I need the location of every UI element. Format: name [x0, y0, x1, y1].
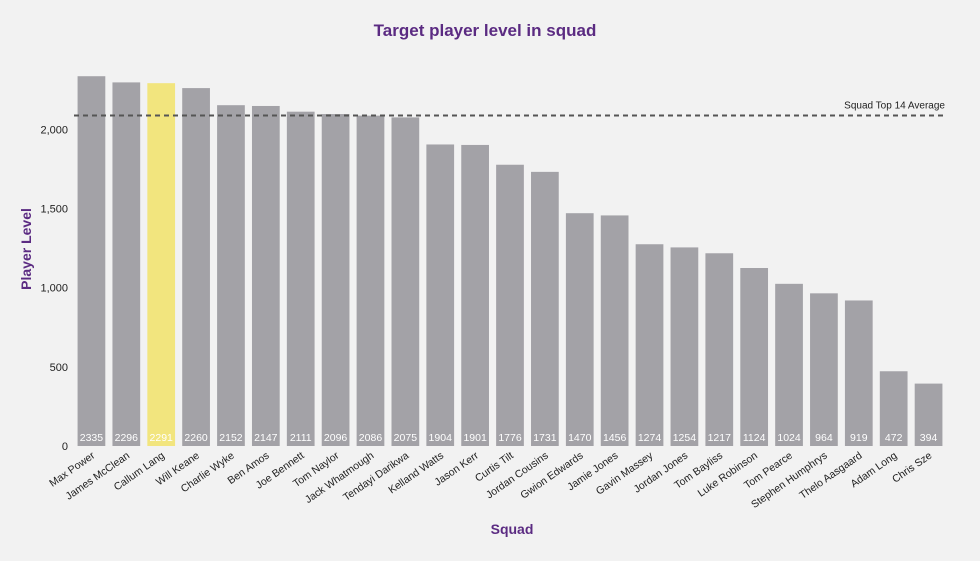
bar-value-label: 2152: [219, 432, 243, 444]
bar-value-label: 1124: [743, 432, 766, 444]
bar-value-label: 2075: [394, 432, 418, 444]
bar: [810, 293, 838, 446]
bar: [461, 144, 489, 447]
value-labels-group: 2335 2296 2291 2260 2152 2147 2111 2096 2086 2075…: [80, 432, 938, 444]
bar-value-label: 2260: [184, 432, 208, 444]
bar: [217, 105, 245, 446]
x-tick-label: Luke Robinson: [696, 450, 760, 500]
bar: [496, 164, 524, 446]
bar-value-label: 1731: [533, 432, 557, 444]
bar: [740, 267, 769, 446]
bar-value-label: 1470: [568, 432, 592, 444]
bar: [600, 215, 629, 446]
bar-value-label: 2096: [324, 432, 348, 444]
bar: [914, 383, 943, 446]
bar-value-label: 2335: [80, 432, 104, 444]
bar-value-label: 2291: [150, 432, 174, 444]
bar: [112, 82, 141, 446]
y-axis-ticks: 0 500 1,000 1,500 2,000: [40, 124, 68, 453]
bar: [426, 144, 455, 446]
bar-highlighted: [147, 83, 176, 446]
bar-value-label: 2086: [359, 432, 383, 444]
bar-value-label: 394: [920, 432, 938, 444]
bars-group: [77, 76, 943, 447]
bar: [775, 283, 803, 446]
bar: [286, 111, 315, 447]
bar-value-label: 1456: [603, 432, 627, 444]
bar-value-label: 1217: [708, 432, 732, 444]
bar: [531, 171, 559, 446]
bar: [635, 244, 664, 446]
bar: [251, 105, 280, 447]
bar-value-label: 1274: [638, 432, 662, 444]
bar-value-label: 1254: [673, 432, 697, 444]
bar: [670, 247, 699, 446]
bar: [565, 213, 594, 446]
bar-value-label: 2296: [115, 432, 139, 444]
bar: [391, 117, 420, 446]
bar: [356, 115, 385, 446]
bar-value-label: 2147: [254, 432, 278, 444]
bar-value-label: 472: [885, 432, 903, 444]
bar-value-label: 1776: [498, 432, 522, 444]
bar-value-label: 1901: [463, 432, 487, 444]
y-tick-label: 0: [62, 441, 68, 453]
y-tick-label: 500: [50, 362, 68, 374]
bar-value-label: 964: [815, 432, 833, 444]
x-tick-label: Chris Sze: [890, 450, 934, 486]
bar: [321, 114, 350, 446]
bar-value-label: 1024: [777, 432, 801, 444]
chart-title: Target player level in squad: [374, 21, 597, 40]
bar: [879, 371, 908, 446]
bar: [182, 88, 210, 447]
y-tick-label: 1,500: [40, 203, 68, 215]
bar-value-label: 919: [850, 432, 868, 444]
bar: [705, 253, 734, 446]
x-axis-title: Squad: [491, 521, 534, 537]
bar: [77, 76, 106, 446]
y-tick-label: 2,000: [40, 124, 68, 136]
bar-value-label: 1904: [429, 432, 453, 444]
bar: [844, 300, 873, 446]
reference-line-label: Squad Top 14 Average: [844, 100, 945, 111]
bar-value-label: 2111: [290, 432, 312, 444]
y-tick-label: 1,000: [40, 283, 68, 295]
y-axis-title: Player Level: [18, 208, 34, 290]
